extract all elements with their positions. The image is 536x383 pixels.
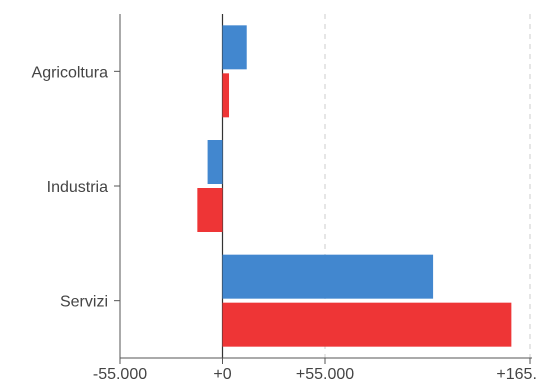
x-tick-label: +165.000: [496, 366, 536, 383]
x-tick-label: +55.000: [296, 366, 354, 383]
bar-series-1-industria: [207, 140, 223, 184]
bar-series-1-agricoltura: [222, 25, 247, 70]
bars: [197, 25, 512, 347]
grid-lines: [221, 14, 531, 358]
bar-series-1-servizi: [222, 254, 434, 299]
bar-series-2-industria: [197, 188, 223, 232]
category-label: Agricoltura: [32, 64, 109, 81]
category-label: Servizi: [60, 294, 108, 311]
bar-series-2-servizi: [222, 302, 512, 347]
category-label: Industria: [47, 179, 108, 196]
x-tick-label: -55.000: [93, 366, 147, 383]
ticks: -55.000 +0 +55.000 +165.000 Agricoltura Indus…: [32, 64, 536, 383]
bar-series-2-agricoltura: [222, 73, 230, 118]
x-tick-label: +0: [213, 366, 231, 383]
